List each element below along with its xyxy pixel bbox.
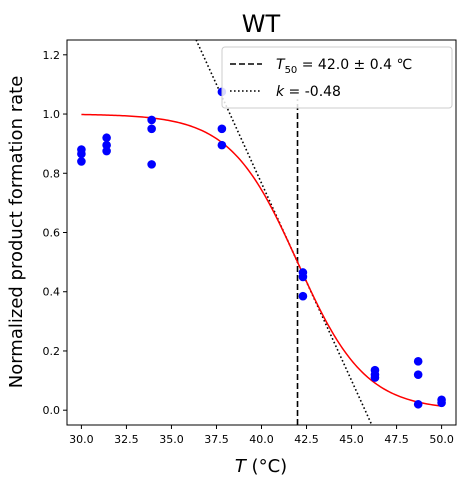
data-point <box>298 272 308 282</box>
x-tick-label: 42.5 <box>294 433 319 446</box>
legend: T50 = 42.0 ± 0.4 ℃ k = -0.48 <box>221 46 453 109</box>
y-tick-label: 0.8 <box>43 167 61 180</box>
chart-title: WT <box>242 10 281 38</box>
legend-t50-text: = 42.0 ± 0.4 ℃ <box>297 57 412 73</box>
legend-box <box>221 46 453 109</box>
legend-entry-k: k = -0.48 <box>276 84 341 100</box>
y-tick-label: 0.4 <box>43 286 61 299</box>
x-axis-var: T <box>235 456 248 477</box>
x-axis-unit: (°C) <box>246 456 287 477</box>
data-point <box>102 140 111 150</box>
data-point <box>147 124 156 134</box>
data-point <box>77 157 86 166</box>
legend-t50-subscript: 50 <box>285 65 298 76</box>
data-point <box>413 399 423 409</box>
x-axis: 30.0 32.5 35.0 37.5 40.0 42.5 45.0 47.5 50.0 <box>69 425 454 446</box>
y-tick-label: 0.6 <box>43 227 61 240</box>
plot-content <box>77 40 446 425</box>
data-point <box>217 124 227 134</box>
y-axis: 0.0 0.2 0.4 0.6 0.8 1.0 1.2 <box>43 49 67 417</box>
x-tick-label: 45.0 <box>339 433 364 446</box>
legend-t50-symbol: T <box>276 57 286 73</box>
x-tick-label: 35.0 <box>159 433 184 446</box>
data-point <box>298 291 308 301</box>
data-point <box>413 370 423 379</box>
x-axis-title: T (°C) <box>235 456 287 477</box>
y-tick-label: 0.2 <box>43 345 61 358</box>
data-point <box>147 160 156 169</box>
data-point <box>437 398 446 408</box>
x-tick-label: 40.0 <box>249 433 274 446</box>
plot-area <box>77 40 446 425</box>
data-point <box>217 140 227 150</box>
data-point <box>413 357 423 366</box>
x-tick-label: 30.0 <box>69 433 94 446</box>
y-tick-label: 1.0 <box>43 108 61 121</box>
x-tick-label: 50.0 <box>429 433 454 446</box>
y-tick-label: 0.0 <box>43 404 61 417</box>
legend-k-text: = -0.48 <box>284 84 341 100</box>
x-tick-label: 32.5 <box>114 433 139 446</box>
data-point <box>147 115 156 125</box>
fit-curve <box>81 113 442 407</box>
data-point <box>77 149 86 159</box>
data-point <box>102 133 111 143</box>
y-axis-title: Normalized product formation rate <box>6 76 27 389</box>
data-point <box>370 373 380 382</box>
data-point <box>102 146 111 156</box>
legend-k-symbol: k <box>276 84 285 100</box>
legend-entry-t50: T50 = 42.0 ± 0.4 ℃ <box>276 57 412 76</box>
x-tick-label: 37.5 <box>204 433 229 446</box>
x-tick-label: 47.5 <box>384 433 409 446</box>
y-tick-label: 1.2 <box>43 49 61 62</box>
